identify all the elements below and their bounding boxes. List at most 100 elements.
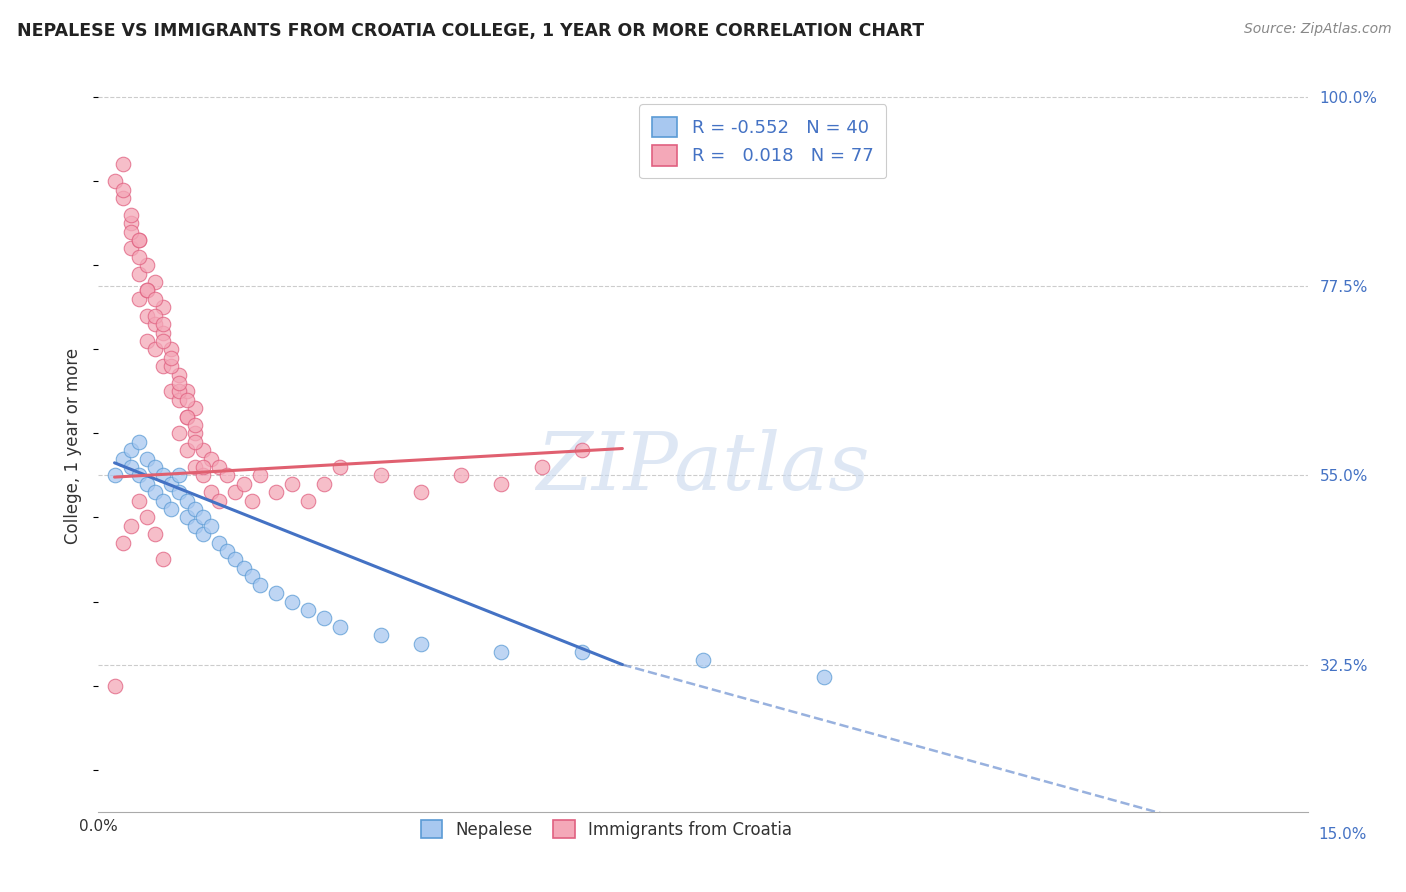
Text: 15.0%: 15.0%: [1319, 828, 1367, 843]
Point: [297, 493, 319, 508]
Point: [167, 485, 190, 500]
Point: [193, 468, 215, 483]
Point: [167, 376, 190, 390]
Point: [135, 284, 157, 298]
Point: [143, 317, 166, 331]
Point: [224, 552, 246, 566]
Point: [184, 434, 207, 449]
Text: Source: ZipAtlas.com: Source: ZipAtlas.com: [1244, 22, 1392, 37]
Point: [128, 267, 150, 281]
Point: [167, 392, 190, 407]
Point: [120, 460, 142, 475]
Point: [152, 334, 174, 348]
Point: [120, 242, 142, 256]
Point: [264, 586, 287, 600]
Point: [143, 309, 166, 323]
Point: [143, 460, 166, 475]
Point: [143, 527, 166, 541]
Point: [329, 620, 352, 634]
Point: [249, 468, 271, 483]
Point: [103, 174, 125, 188]
Point: [314, 476, 336, 491]
Point: [692, 653, 714, 667]
Point: [143, 485, 166, 500]
Point: [176, 443, 198, 458]
Point: [128, 292, 150, 306]
Point: [571, 645, 593, 659]
Legend: Nepalese, Immigrants from Croatia: Nepalese, Immigrants from Croatia: [412, 812, 800, 847]
Point: [193, 443, 215, 458]
Point: [111, 183, 134, 197]
Point: [232, 561, 254, 575]
Point: [167, 368, 190, 382]
Point: [120, 225, 142, 239]
Point: [240, 569, 263, 583]
Point: [370, 468, 392, 483]
Point: [200, 451, 222, 466]
Point: [193, 460, 215, 475]
Point: [111, 191, 134, 205]
Point: [135, 451, 157, 466]
Point: [208, 535, 231, 549]
Point: [491, 645, 513, 659]
Point: [176, 409, 198, 424]
Point: [152, 326, 174, 340]
Point: [135, 309, 157, 323]
Point: [103, 468, 125, 483]
Point: [297, 603, 319, 617]
Point: [160, 343, 183, 357]
Point: [167, 426, 190, 441]
Point: [167, 384, 190, 399]
Point: [370, 628, 392, 642]
Point: [152, 300, 174, 314]
Point: [208, 493, 231, 508]
Point: [143, 292, 166, 306]
Point: [143, 275, 166, 289]
Point: [200, 485, 222, 500]
Point: [152, 317, 174, 331]
Point: [193, 527, 215, 541]
Point: [160, 502, 183, 516]
Point: [281, 476, 304, 491]
Point: [184, 426, 207, 441]
Point: [120, 208, 142, 222]
Point: [314, 611, 336, 625]
Point: [103, 679, 125, 693]
Point: [184, 460, 207, 475]
Point: [240, 493, 263, 508]
Point: [264, 485, 287, 500]
Point: [111, 451, 134, 466]
Point: [232, 476, 254, 491]
Point: [281, 594, 304, 608]
Point: [128, 250, 150, 264]
Point: [208, 460, 231, 475]
Text: NEPALESE VS IMMIGRANTS FROM CROATIA COLLEGE, 1 YEAR OR MORE CORRELATION CHART: NEPALESE VS IMMIGRANTS FROM CROATIA COLL…: [17, 22, 924, 40]
Point: [160, 476, 183, 491]
Point: [160, 351, 183, 365]
Point: [224, 485, 246, 500]
Point: [120, 443, 142, 458]
Point: [200, 519, 222, 533]
Point: [128, 493, 150, 508]
Point: [111, 535, 134, 549]
Point: [152, 552, 174, 566]
Point: [128, 233, 150, 247]
Point: [120, 216, 142, 230]
Point: [111, 157, 134, 171]
Point: [152, 493, 174, 508]
Point: [409, 636, 432, 650]
Point: [143, 343, 166, 357]
Point: [135, 258, 157, 272]
Point: [128, 468, 150, 483]
Point: [160, 384, 183, 399]
Point: [184, 502, 207, 516]
Point: [120, 519, 142, 533]
Point: [176, 409, 198, 424]
Point: [135, 476, 157, 491]
Point: [329, 460, 352, 475]
Point: [217, 544, 239, 558]
Point: [491, 476, 513, 491]
Point: [176, 392, 198, 407]
Point: [450, 468, 472, 483]
Point: [184, 401, 207, 416]
